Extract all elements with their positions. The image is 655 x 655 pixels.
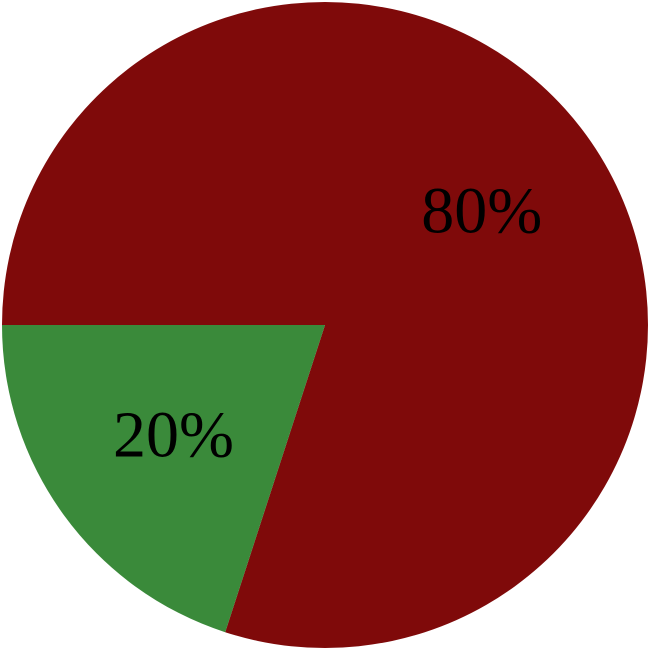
- pie-slice-large: [2, 1, 648, 649]
- pie-labels: 80% 20%: [113, 175, 542, 472]
- pie-label-large: 80%: [421, 175, 542, 248]
- pie-slices: [2, 1, 648, 649]
- pie-label-small: 20%: [113, 399, 234, 472]
- pie-slice-small: [2, 325, 325, 633]
